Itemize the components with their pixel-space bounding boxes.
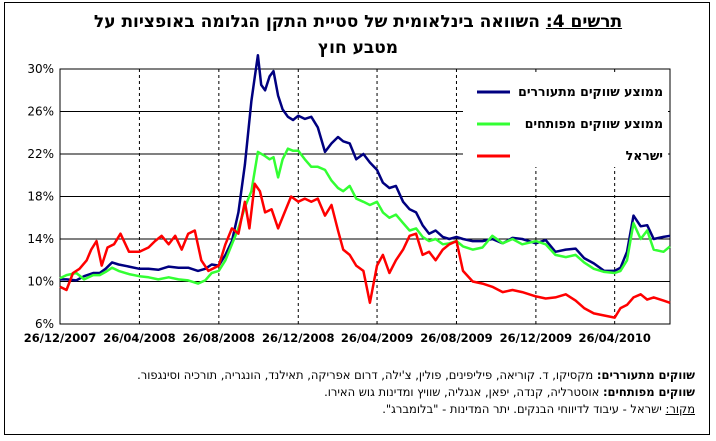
y-tick-label: 26% xyxy=(27,105,54,119)
y-tick-label: 18% xyxy=(27,190,54,204)
note-source-label: מקור: xyxy=(665,402,695,416)
series-line-1 xyxy=(60,53,671,282)
y-tick-label: 10% xyxy=(27,275,54,289)
note-emerging-label: שווקים מתעוררים: xyxy=(596,368,695,382)
note-source-text: ישראל - עיבוד לדיווחי הבנקים. יתר המדינו… xyxy=(382,402,662,416)
legend-box xyxy=(463,75,668,167)
note-source: מקור: ישראל - עיבוד לדיווחי הבנקים. יתר … xyxy=(15,401,695,418)
series-line-3 xyxy=(59,182,671,319)
x-tick-label: 26/12/2009 xyxy=(500,331,572,345)
x-tick-label: 26/08/2009 xyxy=(420,331,492,345)
legend: ממוצע שווקים מתעוררים ממוצע שווקים מפותחי… xyxy=(463,75,668,167)
series-layer xyxy=(59,53,671,319)
y-tick-label: 30% xyxy=(27,62,54,76)
x-tick-label: 26/12/2007 xyxy=(24,331,96,345)
figure-frame: תרשים 4: השוואה בינלאומית של סטיית התקן … xyxy=(4,2,710,435)
x-tick-label: 26/08/2008 xyxy=(183,331,255,345)
footnotes: שווקים מתעוררים: מקסיקו, ד. קוריאה, פילי… xyxy=(15,367,695,418)
note-emerging-text: מקסיקו, ד. קוריאה, פיליפינים, פולין, צ'י… xyxy=(137,368,594,382)
legend-label-3: ישראל xyxy=(626,148,663,163)
note-developed-text: אוסטרליה, קנדה, יפאן, אנגליה, שוויץ ומדי… xyxy=(324,385,600,399)
y-tick-label: 6% xyxy=(35,317,54,331)
note-developed-label: שווקים מפותחים: xyxy=(602,385,695,399)
note-developed: שווקים מפותחים: אוסטרליה, קנדה, יפאן, אנ… xyxy=(15,384,695,401)
title-line-1: תרשים 4: השוואה בינלאומית של סטיית התקן … xyxy=(5,9,711,35)
vertical-gridlines xyxy=(138,69,616,324)
note-emerging: שווקים מתעוררים: מקסיקו, ד. קוריאה, פילי… xyxy=(15,367,695,384)
x-tick-label: 26/04/2010 xyxy=(578,331,650,345)
legend-label-1: ממוצע שווקים מתעוררים xyxy=(518,84,663,99)
y-tick-label: 14% xyxy=(27,232,54,246)
chart-canvas: 6% 10% 14% 18% 22% 26% 30% 26/12/2007 26/04/200… xyxy=(24,53,671,345)
x-tick-label: 26/04/2009 xyxy=(341,331,413,345)
chart-title: תרשים 4: השוואה בינלאומית של סטיית התקן … xyxy=(5,9,711,61)
x-tick-label: 26/04/2008 xyxy=(103,331,175,345)
title-text: השוואה בינלאומית של סטיית התקן הגלומה בא… xyxy=(93,12,540,32)
plot-area-border xyxy=(59,68,671,325)
legend-label-2: ממוצע שווקים מפותחים xyxy=(525,116,663,131)
y-tick-label: 22% xyxy=(27,147,54,161)
x-tick-label: 26/12/2008 xyxy=(262,331,334,345)
y-axis-tick-labels: 6% 10% 14% 18% 22% 26% 30% xyxy=(27,62,54,331)
title-line-2: מטבע חוץ xyxy=(317,38,399,58)
series-line-2 xyxy=(59,147,671,285)
figure-number: תרשים 4: xyxy=(545,12,623,32)
x-axis-tick-labels: 26/12/2007 26/04/2008 26/08/2008 26/12/2008… xyxy=(24,331,651,345)
